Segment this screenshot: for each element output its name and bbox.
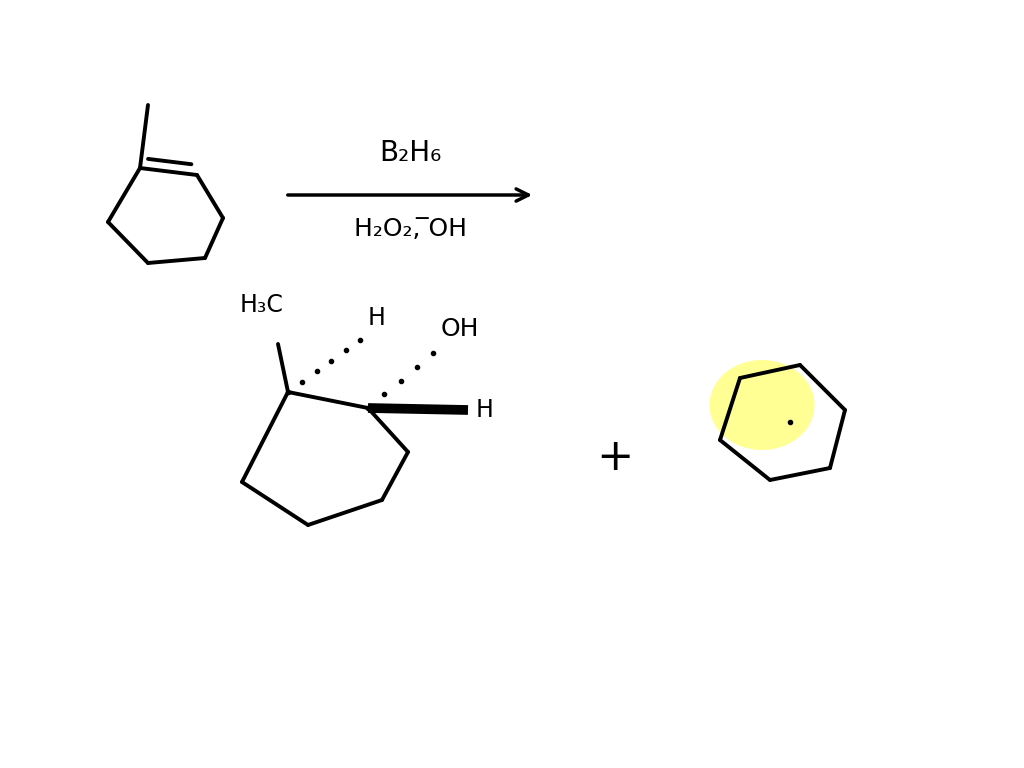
Text: H₂O₂, ̅OH: H₂O₂, ̅OH <box>353 217 467 241</box>
Text: OH: OH <box>441 317 479 341</box>
Text: H: H <box>368 306 386 330</box>
Text: H₃C: H₃C <box>240 293 284 317</box>
Text: +: + <box>596 436 634 479</box>
Text: H: H <box>476 398 494 422</box>
Text: B₂H₆: B₂H₆ <box>379 139 441 167</box>
Ellipse shape <box>710 360 814 450</box>
